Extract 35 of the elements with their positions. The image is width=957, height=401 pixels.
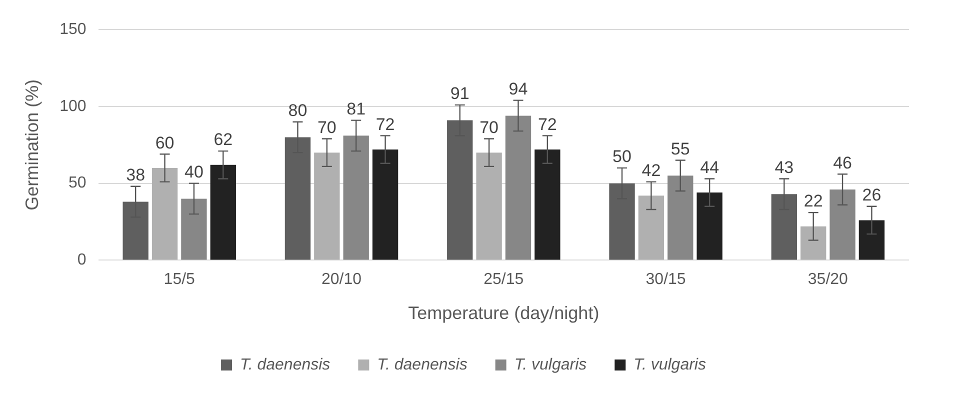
data-label: 42 [642, 160, 661, 180]
data-label: 81 [346, 99, 366, 118]
y-tick-label: 50 [68, 174, 86, 192]
legend-label: T. daenensis [377, 356, 468, 374]
legend-label: T. daenensis [240, 356, 330, 374]
x-tick-label: 35/20 [808, 271, 848, 288]
data-label: 55 [670, 139, 690, 158]
x-tick-label: 20/10 [321, 271, 362, 288]
y-tick-label: 0 [77, 252, 86, 269]
data-label: 60 [155, 133, 174, 152]
data-label: 50 [612, 147, 632, 166]
data-label: 40 [184, 162, 204, 182]
data-label: 62 [214, 130, 233, 150]
data-label: 38 [126, 166, 146, 185]
y-tick-label: 100 [60, 98, 86, 115]
data-label: 22 [804, 192, 823, 211]
data-label: 70 [480, 118, 499, 137]
data-label: 94 [508, 80, 528, 99]
legend-label: T. vulgaris [514, 356, 587, 374]
data-label: 72 [376, 114, 395, 134]
x-tick-label: 25/15 [484, 271, 524, 288]
data-label: 43 [774, 158, 794, 177]
y-axis-title: Germination (%) [22, 79, 42, 210]
data-label: 72 [538, 114, 557, 134]
legend-label: T. vulgaris [634, 356, 706, 374]
data-label: 70 [317, 118, 336, 137]
data-label: 80 [288, 101, 308, 120]
data-label: 44 [700, 158, 720, 177]
data-label: 46 [833, 153, 852, 172]
x-axis-title: Temperature (day/night) [408, 303, 600, 324]
x-tick-label: 15/5 [164, 271, 196, 288]
y-tick-label: 150 [60, 21, 86, 38]
data-label: 26 [862, 186, 882, 205]
data-label: 91 [450, 84, 470, 104]
x-tick-label: 30/15 [646, 271, 686, 288]
